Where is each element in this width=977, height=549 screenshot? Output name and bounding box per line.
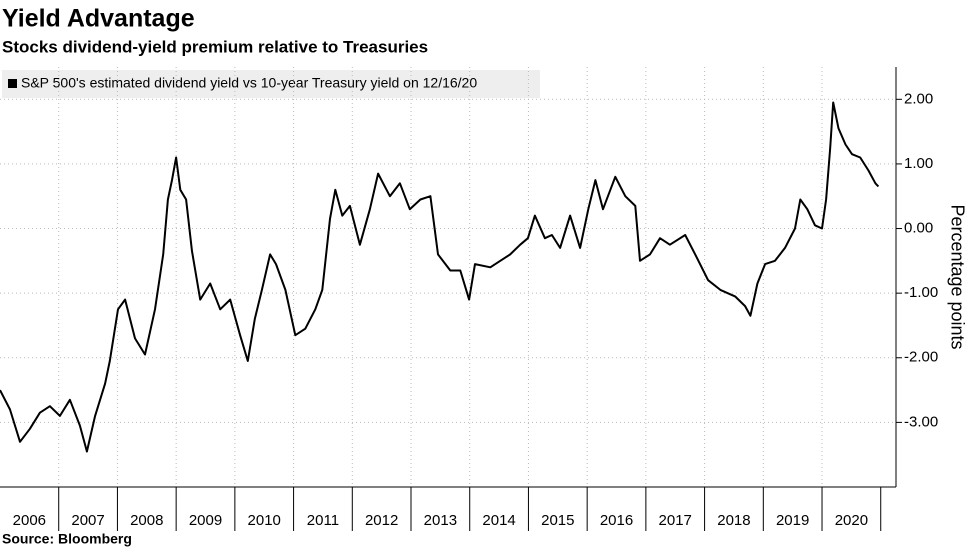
chart-subtitle: Stocks dividend-yield premium relative t… xyxy=(2,37,428,56)
x-tick-label: 2020 xyxy=(835,512,868,529)
x-tick-label: 2017 xyxy=(659,512,692,529)
y-tick-label: 0.00 xyxy=(904,220,933,237)
x-tick-label: 2008 xyxy=(130,512,163,529)
y-tick-label: -2.00 xyxy=(904,349,938,366)
x-tick-label: 2018 xyxy=(717,512,750,529)
x-tick-label: 2007 xyxy=(71,512,104,529)
x-tick-label: 2009 xyxy=(189,512,222,529)
legend-box xyxy=(2,70,540,98)
x-tick-label: 2011 xyxy=(307,512,339,529)
y-tick-label: -1.00 xyxy=(904,284,938,301)
x-tick-label: 2010 xyxy=(248,512,281,529)
series-line xyxy=(0,101,880,453)
source: Source: Bloomberg xyxy=(2,531,132,547)
y-tick-label: 2.00 xyxy=(904,90,933,107)
legend-swatch xyxy=(8,79,17,88)
x-tick-label: 2016 xyxy=(600,512,633,529)
y-axis-label: Percentage points xyxy=(947,204,967,349)
x-tick-label: 2014 xyxy=(482,512,515,529)
y-tick-label: -3.00 xyxy=(904,413,938,430)
chart-title: Yield Advantage xyxy=(2,5,195,33)
x-tick-label: 2012 xyxy=(365,512,398,529)
x-tick-label: 2006 xyxy=(13,512,46,529)
x-tick-label: 2019 xyxy=(776,512,809,529)
x-tick-label: 2015 xyxy=(541,512,574,529)
x-tick-label: 2013 xyxy=(424,512,457,529)
y-tick-label: 1.00 xyxy=(904,155,933,172)
legend-label: S&P 500's estimated dividend yield vs 10… xyxy=(21,75,477,91)
